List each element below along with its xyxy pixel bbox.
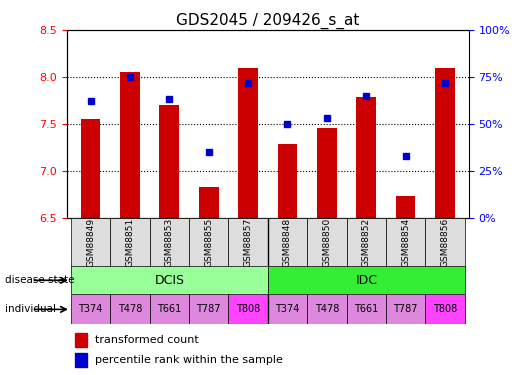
Text: transformed count: transformed count (95, 335, 199, 345)
Bar (356, 98, 376, 218)
FancyBboxPatch shape (268, 266, 465, 294)
FancyBboxPatch shape (386, 294, 425, 324)
FancyBboxPatch shape (268, 217, 307, 268)
FancyBboxPatch shape (71, 294, 110, 324)
FancyBboxPatch shape (150, 217, 189, 268)
FancyBboxPatch shape (229, 294, 268, 324)
Text: T787: T787 (393, 304, 418, 314)
Text: T374: T374 (78, 304, 103, 314)
Text: T787: T787 (197, 304, 221, 314)
Bar (199, 187, 218, 218)
Text: T661: T661 (354, 304, 379, 314)
Text: GSM88856: GSM88856 (440, 218, 450, 267)
Text: T808: T808 (236, 304, 260, 314)
Text: GSM88849: GSM88849 (86, 218, 95, 267)
FancyBboxPatch shape (71, 266, 268, 294)
Text: GSM88854: GSM88854 (401, 218, 410, 267)
Bar (120, 72, 140, 217)
Text: percentile rank within the sample: percentile rank within the sample (95, 355, 283, 365)
Text: GSM88850: GSM88850 (322, 218, 331, 267)
Bar (75, 353, 87, 367)
FancyBboxPatch shape (189, 294, 229, 324)
FancyBboxPatch shape (307, 217, 347, 268)
Text: T374: T374 (276, 304, 300, 314)
Text: T478: T478 (315, 304, 339, 314)
Text: GSM88857: GSM88857 (244, 218, 253, 267)
Bar (75, 333, 87, 346)
FancyBboxPatch shape (110, 294, 150, 324)
Bar (81, 119, 100, 218)
Text: disease state: disease state (5, 275, 75, 285)
Bar (317, 128, 337, 217)
Text: T808: T808 (433, 304, 457, 314)
FancyBboxPatch shape (229, 217, 268, 268)
Bar (435, 68, 455, 218)
Bar (278, 144, 297, 218)
FancyBboxPatch shape (425, 294, 465, 324)
Bar (396, 196, 416, 217)
FancyBboxPatch shape (150, 294, 189, 324)
FancyBboxPatch shape (386, 217, 425, 268)
FancyBboxPatch shape (425, 217, 465, 268)
FancyBboxPatch shape (189, 217, 229, 268)
FancyBboxPatch shape (307, 294, 347, 324)
Text: GSM88853: GSM88853 (165, 218, 174, 267)
Text: GSM88848: GSM88848 (283, 218, 292, 267)
Text: GSM88852: GSM88852 (362, 218, 371, 267)
FancyBboxPatch shape (268, 294, 307, 324)
Text: GSM88855: GSM88855 (204, 218, 213, 267)
Text: T478: T478 (118, 304, 142, 314)
Text: GSM88851: GSM88851 (126, 218, 134, 267)
FancyBboxPatch shape (347, 217, 386, 268)
Text: DCIS: DCIS (154, 274, 184, 287)
Bar (238, 68, 258, 218)
FancyBboxPatch shape (71, 217, 110, 268)
FancyBboxPatch shape (347, 294, 386, 324)
FancyBboxPatch shape (110, 217, 150, 268)
Text: individual: individual (5, 304, 56, 314)
Bar (160, 105, 179, 218)
Text: T661: T661 (157, 304, 181, 314)
Text: IDC: IDC (355, 274, 377, 287)
Title: GDS2045 / 209426_s_at: GDS2045 / 209426_s_at (176, 12, 359, 28)
